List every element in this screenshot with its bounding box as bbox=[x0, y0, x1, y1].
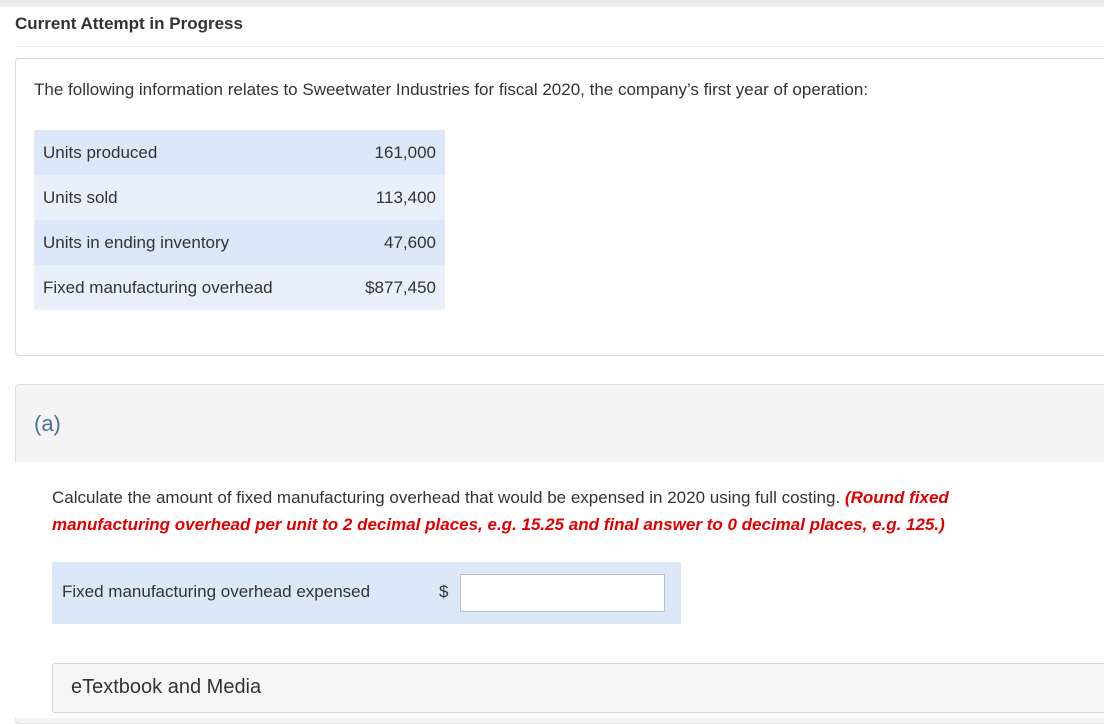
answer-input[interactable] bbox=[460, 574, 665, 612]
currency-symbol: $ bbox=[439, 582, 449, 601]
row-value: 113,400 bbox=[336, 175, 445, 220]
row-value: $877,450 bbox=[336, 265, 445, 310]
row-label: Units sold bbox=[34, 175, 337, 220]
part-a-question: Calculate the amount of fixed manufactur… bbox=[52, 484, 1052, 538]
header-divider bbox=[15, 46, 1104, 47]
row-value: 47,600 bbox=[336, 220, 445, 265]
row-value: 161,000 bbox=[336, 130, 445, 175]
answer-label: Fixed manufacturing overhead expensed bbox=[62, 582, 371, 601]
table-row: Units sold 113,400 bbox=[34, 175, 445, 220]
etextbook-media-button[interactable]: eTextbook and Media bbox=[52, 663, 1104, 713]
problem-intro: The following information relates to Swe… bbox=[34, 80, 869, 99]
question-text: Calculate the amount of fixed manufactur… bbox=[52, 488, 841, 507]
table-row: Units produced 161,000 bbox=[34, 130, 445, 175]
answer-row: Fixed manufacturing overhead expensed $ bbox=[52, 562, 681, 624]
part-a-label: (a) bbox=[34, 411, 61, 436]
row-label: Units in ending inventory bbox=[34, 220, 337, 265]
row-label: Units produced bbox=[34, 130, 337, 175]
attempt-title: Current Attempt in Progress bbox=[15, 14, 243, 33]
row-label: Fixed manufacturing overhead bbox=[34, 265, 337, 310]
table-row: Fixed manufacturing overhead $877,450 bbox=[34, 265, 445, 310]
table-row: Units in ending inventory 47,600 bbox=[34, 220, 445, 265]
problem-data-table: Units produced 161,000 Units sold 113,40… bbox=[34, 130, 445, 310]
rounding-hint: (Round fixed manufacturing overhead per … bbox=[52, 488, 949, 534]
top-shadow-bar bbox=[0, 0, 1104, 7]
